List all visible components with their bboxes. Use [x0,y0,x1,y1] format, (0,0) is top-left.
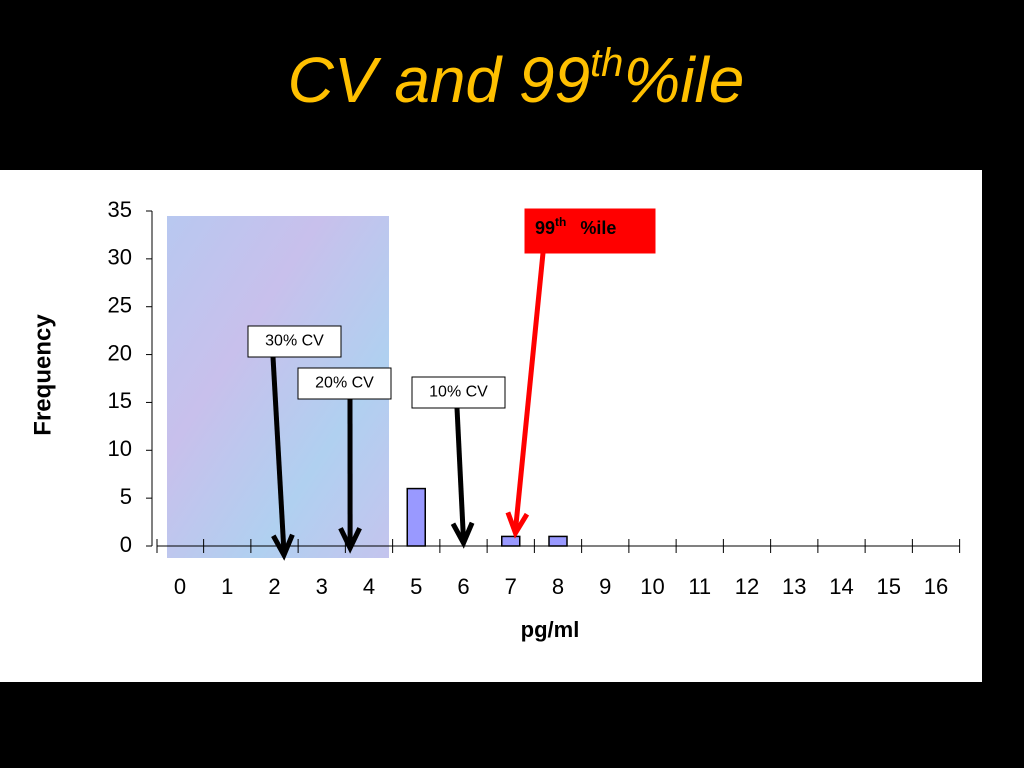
x-tick-label: 9 [599,574,611,599]
y-tick-label: 25 [108,293,132,318]
x-tick-label: 0 [174,574,186,599]
y-tick-label: 0 [120,532,132,557]
annotation-sup: th [555,215,566,229]
bar [406,487,426,547]
x-tick-label: 14 [829,574,853,599]
annotation-arrow [512,252,546,531]
annotation-part: %ile [580,218,616,238]
y-tick-label: 20 [108,340,132,365]
y-tick-label: 5 [120,484,132,509]
annotation-box [247,325,342,358]
slide-title: CV and 99th%ile [288,41,745,116]
x-tick-label: 16 [924,574,948,599]
annotation-box [524,208,656,254]
annotation-box [411,376,506,409]
y-tick-label: 35 [108,197,132,222]
x-tick-label: 5 [410,574,422,599]
y-tick-label: 30 [108,245,132,270]
x-tick-label: 15 [877,574,901,599]
bar [548,535,568,547]
x-tick-label: 4 [363,574,375,599]
x-tick-label: 2 [268,574,280,599]
y-axis-label: Frequency [29,314,56,436]
x-tick-label: 12 [735,574,759,599]
x-tick-label: 10 [640,574,664,599]
chart-panel [0,170,982,682]
annotation-label: 30% CV [265,333,324,350]
annotation-label: 20% CV [315,375,374,392]
annotation-arrow [454,407,466,541]
annotation-label: 10% CV [429,384,488,401]
x-tick-label: 6 [457,574,469,599]
annotation-arrow [270,356,287,553]
bar [501,535,521,547]
annotation-label: 99th %ile [535,215,616,238]
y-tick-label: 10 [108,436,132,461]
x-axis-label: pg/ml [521,617,580,642]
arrow-head [450,521,475,549]
x-tick-label: 1 [221,574,233,599]
arrow-head [505,511,530,539]
arrow-head [338,527,362,554]
x-tick-label: 7 [505,574,517,599]
annotation-part: 99 [535,218,555,238]
title-main: CV and 99 [288,44,590,116]
arrow-head [271,533,295,561]
title-rest: %ile [623,44,744,116]
y-tick-label: 15 [108,388,132,413]
annotation-box [297,367,392,400]
x-tick-label: 11 [688,574,711,599]
title-sup: th [590,41,623,85]
x-tick-label: 3 [316,574,328,599]
x-tick-label: 13 [782,574,806,599]
x-tick-label: 8 [552,574,564,599]
